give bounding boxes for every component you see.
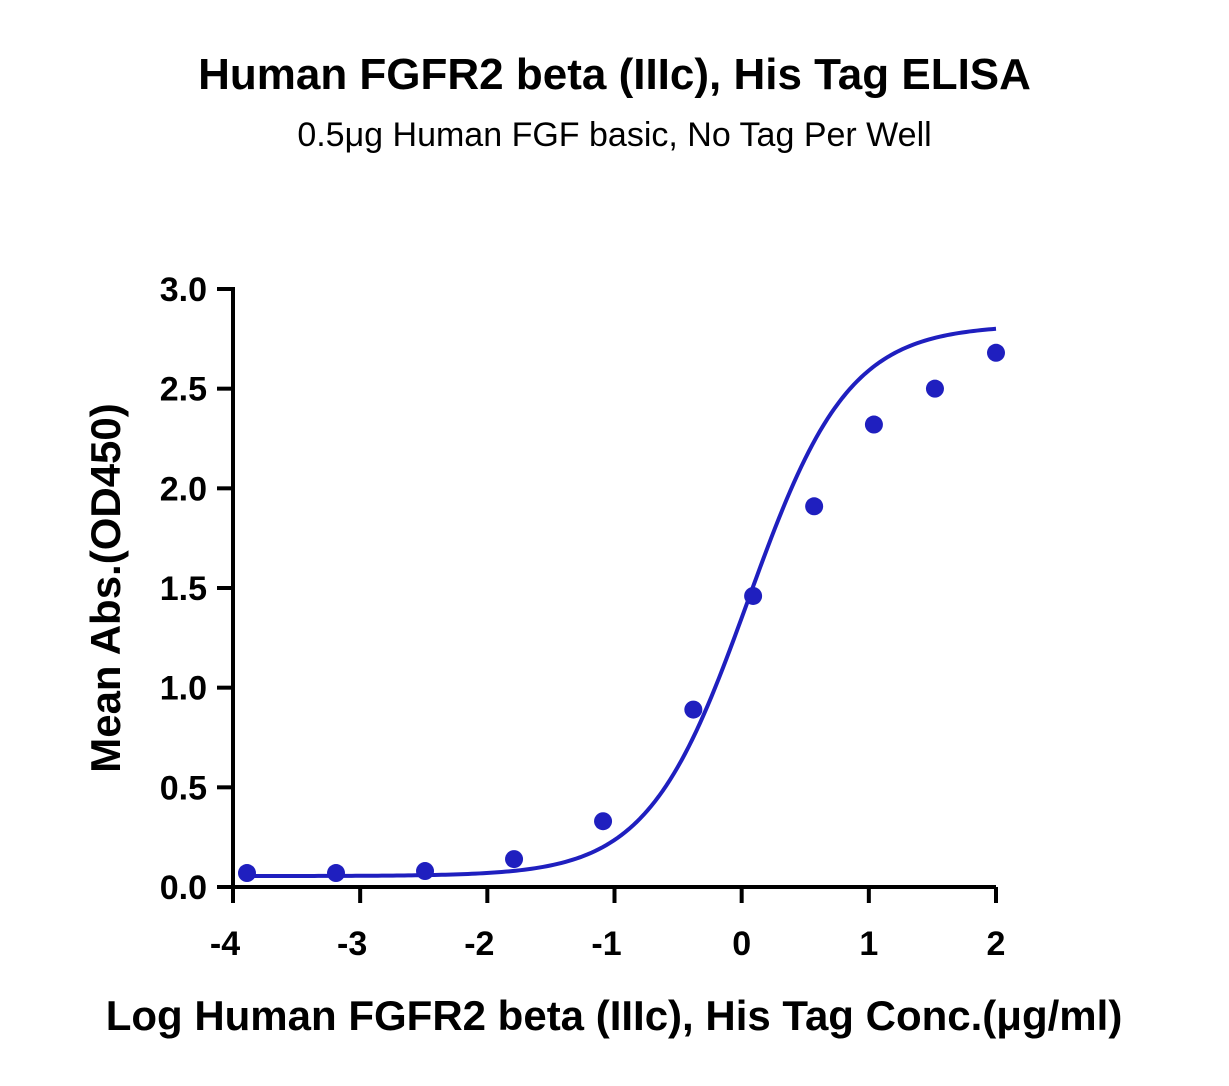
x-tick-label: 2	[987, 925, 1006, 963]
fit-curve-group	[246, 326, 997, 879]
data-point	[416, 862, 435, 881]
y-tick-label: 2.5	[160, 371, 207, 409]
y-tick-label: 1.5	[160, 570, 207, 608]
y-tick-label: 0.0	[160, 869, 207, 907]
y-axis-title: Mean Abs.(OD450)	[82, 403, 129, 773]
axes: -4 -3 -2 -1 0 1 2 0.0 0.5 1.0 1.5 2.0 2.5 3.0	[160, 271, 1006, 963]
fit-curve	[246, 326, 997, 879]
data-point	[987, 343, 1005, 362]
data-point	[505, 850, 524, 869]
data-point	[805, 497, 824, 516]
x-tick-label: -2	[464, 925, 494, 963]
x-tick-label: -1	[591, 925, 621, 963]
data-point	[864, 415, 883, 434]
data-point	[237, 864, 256, 883]
y-tick-label: 3.0	[160, 271, 207, 309]
data-point	[594, 812, 613, 831]
data-point	[684, 700, 703, 719]
data-point	[744, 586, 763, 605]
x-axis-title: Log Human FGFR2 beta (IIIc), His Tag Con…	[106, 992, 1123, 1039]
y-tick-label: 0.5	[160, 769, 207, 807]
chart-title: Human FGFR2 beta (IIIc), His Tag ELISA	[198, 50, 1031, 99]
x-tick-label: 1	[859, 925, 878, 963]
data-point	[327, 864, 346, 883]
data-point	[925, 379, 944, 398]
x-tick-label: -3	[337, 925, 367, 963]
x-tick-label: -4	[210, 925, 240, 963]
x-tick-label: 0	[732, 925, 751, 963]
y-tick-label: 2.0	[160, 470, 207, 508]
y-tick-label: 1.0	[160, 670, 207, 708]
chart-subtitle: 0.5μg Human FGF basic, No Tag Per Well	[297, 116, 932, 154]
data-points	[237, 343, 1005, 883]
